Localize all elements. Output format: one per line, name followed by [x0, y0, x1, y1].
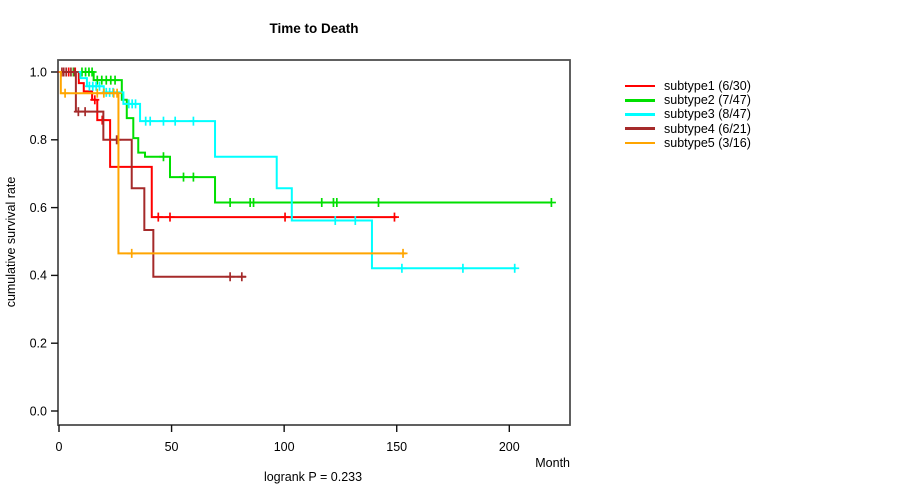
y-axis-tick-label: 1.0: [30, 65, 47, 79]
x-axis-label: Month: [535, 456, 570, 470]
x-axis-tick-label: 100: [274, 440, 295, 454]
legend-line-swatch: [625, 99, 655, 102]
legend-line-swatch: [625, 141, 655, 145]
legend-label: subtype1 (6/30): [664, 79, 751, 93]
survival-curve-subtype5: [59, 71, 406, 255]
survival-curve-subtype2: [59, 71, 553, 204]
legend-label: subtype4 (6/21): [664, 121, 751, 136]
survival-curve-subtype3: [59, 71, 517, 270]
legend-item-subtype2: subtype2 (7/47): [625, 93, 751, 107]
legend-label: subtype5 (3/16): [664, 135, 751, 150]
legend-item-subtype4: subtype4 (6/21): [625, 122, 751, 136]
legend-line-swatch: [625, 113, 655, 116]
legend-line-swatch: [625, 127, 655, 130]
y-axis-tick-label: 0.8: [30, 133, 47, 147]
logrank-annotation: logrank P = 0.233: [263, 470, 363, 484]
y-axis-tick-label: 0.0: [30, 404, 47, 418]
legend: subtype1 (6/30) subtype2 (7/47) subtype3…: [625, 79, 751, 150]
y-axis-label: cumulative survival rate: [4, 176, 18, 308]
x-axis-tick-label: 150: [386, 440, 407, 454]
x-axis-tick-label: 50: [165, 440, 179, 454]
x-axis-tick-label: 200: [499, 440, 520, 454]
legend-item-subtype3: subtype3 (8/47): [625, 107, 751, 121]
legend-label: subtype3 (8/47): [664, 107, 751, 122]
plot-frame: [57, 59, 571, 426]
y-axis-tick-label: 0.6: [30, 201, 47, 215]
legend-line-swatch: [625, 84, 655, 88]
x-axis-tick-label: 0: [56, 440, 63, 454]
legend-item-subtype1: subtype1 (6/30): [625, 79, 751, 93]
y-axis-tick-label: 0.2: [30, 337, 47, 351]
survival-curve-subtype4: [59, 71, 246, 278]
legend-label: subtype2 (7/47): [664, 93, 751, 108]
y-axis-tick-label: 0.4: [30, 269, 47, 283]
legend-item-subtype5: subtype5 (3/16): [625, 136, 751, 150]
page-title: Time to Death: [269, 21, 359, 36]
